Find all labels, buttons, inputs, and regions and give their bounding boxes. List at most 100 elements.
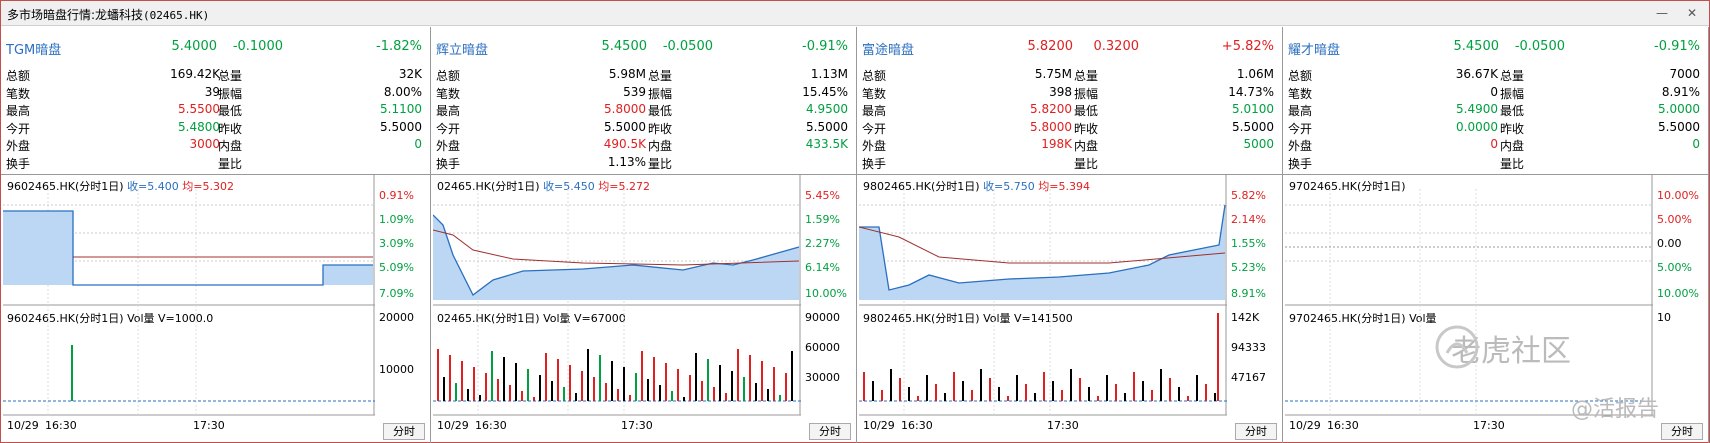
stat-value: 36.67K	[1455, 67, 1498, 81]
volume-bar	[449, 355, 451, 401]
volume-bar	[587, 349, 589, 401]
avg-value: 均=5.272	[598, 180, 650, 193]
stat-value: 539	[623, 84, 646, 99]
price-axis-label: 0.00	[1657, 237, 1682, 250]
price-change: -0.1000	[232, 39, 283, 54]
price-chart-code: 9802465.HK(分时1日)	[863, 180, 980, 193]
broker-name[interactable]: TGM暗盘	[6, 43, 62, 58]
price-change: -0.0500	[662, 39, 713, 54]
chart-area: 02465.HK(分时1日) 收=5.450 均=5.272 5.45% 1.59…	[431, 174, 856, 442]
volume-bar	[539, 375, 541, 401]
volume-bar	[785, 373, 787, 401]
volume-bar	[479, 395, 481, 401]
volume-bar	[1070, 369, 1072, 401]
volume-bar	[491, 351, 493, 401]
stats-row: 总额 5.75M 总量 1.06M	[857, 67, 1282, 83]
stat-value: 5.4900	[1456, 102, 1498, 116]
volume-value: Vol量 V=67000	[543, 312, 626, 325]
chart-area: 9602465.HK(分时1日) 收=5.400 均=5.302 0.91% 1.…	[1, 174, 430, 442]
close-value: 收=5.450	[543, 180, 595, 193]
volume-chart-code: 9802465.HK(分时1日)	[863, 312, 980, 325]
volume-bar	[689, 375, 691, 401]
volume-chart-code: 9602465.HK(分时1日)	[7, 312, 124, 325]
stat-value: 198K	[1041, 137, 1072, 151]
stat-label: 最低	[1074, 104, 1099, 118]
time-label-start: 16:30	[475, 419, 507, 432]
stat-label: 量比	[1500, 156, 1525, 171]
volume-bar	[1217, 313, 1219, 401]
stats-table: 总额 36.67K 总量 7000 笔数 0 振幅 8.91% 最高 5.490…	[1283, 67, 1708, 201]
price-chart-code: 9702465.HK(分时1日)	[1289, 180, 1406, 193]
volume-axis-label: 142K	[1231, 311, 1260, 324]
title-bar: 多市场暗盘行情:龙蟠科技(02465.HK) — ✕	[1, 1, 1709, 26]
broker-name[interactable]: 耀才暗盘	[1288, 43, 1341, 58]
volume-bar	[1214, 393, 1216, 401]
price-axis-label: 0.91%	[379, 189, 414, 202]
intraday-button[interactable]: 分时	[383, 423, 425, 440]
stats-row: 外盘 0 内盘 0	[1283, 137, 1708, 153]
volume-bar	[1151, 390, 1153, 401]
stat-label: 最高	[436, 104, 461, 118]
stat-label: 最高	[6, 104, 31, 118]
volume-chart-title: 9602465.HK(分时1日) Vol量 V=1000.0	[7, 310, 213, 326]
volume-bar	[980, 369, 982, 401]
price-change-pct: +5.82%	[1221, 39, 1274, 54]
stat-label: 量比	[648, 156, 673, 171]
stat-value: 4.9500	[806, 102, 848, 116]
volume-bar	[581, 371, 583, 401]
close-icon[interactable]: ✕	[1686, 6, 1698, 20]
stat-label: 振幅	[648, 86, 673, 101]
avg-line	[859, 226, 1226, 264]
stat-value: 1.06M	[1236, 67, 1274, 81]
time-label-mid: 17:30	[1473, 419, 1505, 432]
volume-bar	[455, 383, 457, 401]
volume-bar	[779, 395, 781, 401]
volume-bar	[1133, 372, 1135, 401]
intraday-button[interactable]: 分时	[1661, 423, 1703, 440]
stat-label: 笔数	[436, 86, 461, 101]
volume-bar	[767, 389, 769, 401]
stat-value: 39	[204, 84, 220, 99]
volume-bar	[677, 369, 679, 401]
stat-label: 昨收	[1074, 121, 1099, 136]
price-line	[859, 204, 1226, 291]
stat-label: 内盘	[218, 139, 243, 153]
volume-axis-label: 60000	[805, 341, 840, 354]
time-label-start: 16:30	[1327, 419, 1359, 432]
price-chart-code: 02465.HK(分时1日)	[437, 180, 540, 193]
price-line	[3, 210, 373, 286]
volume-bar	[533, 397, 535, 401]
stat-label: 换手	[862, 156, 887, 171]
volume-bar	[1016, 375, 1018, 401]
volume-bar	[749, 355, 751, 401]
price-axis-label: 10.00%	[1657, 287, 1699, 300]
stats-row: 今开 0.0000 昨收 5.5000	[1283, 120, 1708, 136]
close-value: 收=5.750	[983, 180, 1035, 193]
stat-value: 5.8000	[604, 102, 646, 116]
volume-bar	[569, 365, 571, 401]
chart-area: 9802465.HK(分时1日) 收=5.750 均=5.394 5.82% 2.…	[857, 174, 1282, 442]
stat-label: 笔数	[862, 86, 887, 101]
volume-bar	[1115, 384, 1117, 401]
stat-value: 7000	[1669, 67, 1700, 81]
intraday-button[interactable]: 分时	[1235, 423, 1277, 440]
volume-bar	[605, 383, 607, 401]
volume-bar	[755, 383, 757, 401]
stat-label: 昨收	[648, 121, 673, 136]
intraday-button[interactable]: 分时	[809, 423, 851, 440]
broker-name[interactable]: 辉立暗盘	[436, 43, 489, 58]
stat-label: 换手	[6, 156, 31, 171]
price-chart-code: 9602465.HK(分时1日)	[7, 180, 124, 193]
volume-bar	[899, 378, 901, 401]
price-axis-label: 1.09%	[379, 213, 414, 226]
volume-axis-label: 30000	[805, 371, 840, 384]
panel-header: 辉立暗盘 5.4500 -0.0500 -0.91%	[431, 27, 856, 65]
volume-bar	[521, 391, 523, 401]
minimize-icon[interactable]: —	[1656, 6, 1668, 20]
broker-name[interactable]: 富途暗盘	[862, 43, 915, 58]
intraday-chart-svg	[1285, 175, 1653, 416]
volume-chart-title: 9702465.HK(分时1日) Vol量	[1289, 310, 1437, 326]
volume-bar	[443, 377, 445, 401]
volume-bar	[1178, 387, 1180, 401]
stats-row: 换手 量比	[857, 155, 1282, 171]
